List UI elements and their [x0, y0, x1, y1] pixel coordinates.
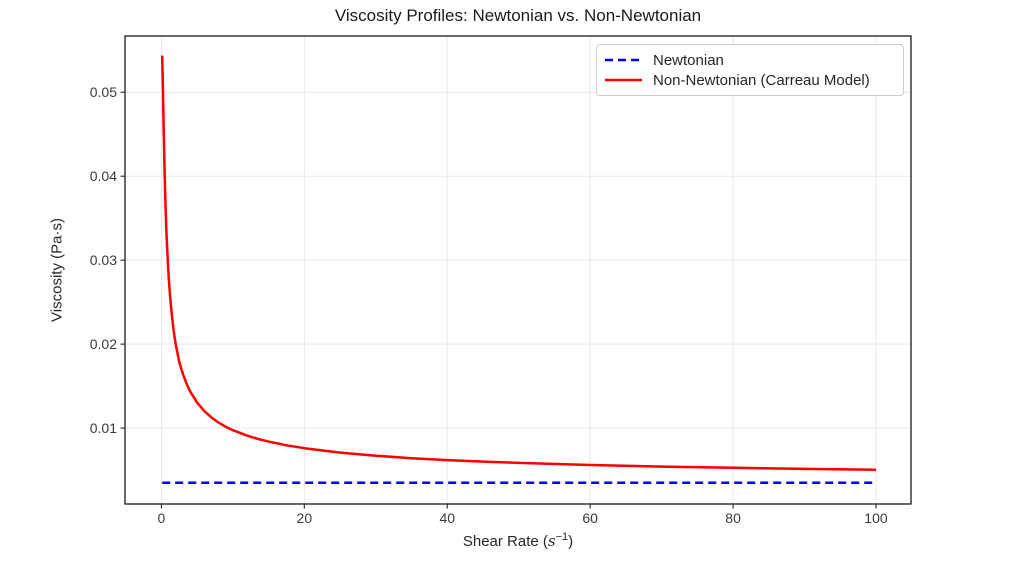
x-axis-label-suffix: ) [568, 533, 574, 550]
x-axis-label-exponent: −1 [555, 531, 569, 543]
legend-label-non-newtonian: Non-Newtonian (Carreau Model) [653, 71, 870, 89]
legend-item-newtonian: Newtonian [605, 50, 893, 70]
x-axis-label: Shear Rate (s−1) [125, 531, 911, 550]
legend: Newtonian Non-Newtonian (Carreau Model) [596, 44, 904, 96]
chart-title: Viscosity Profiles: Newtonian vs. Non-Ne… [334, 6, 702, 25]
series-line-1 [160, 55, 877, 471]
legend-item-non-newtonian: Non-Newtonian (Carreau Model) [605, 70, 893, 90]
newtonian-dashed-line-icon [605, 58, 642, 62]
axes-box [124, 35, 912, 505]
non-newtonian-solid-line-icon [605, 78, 642, 82]
legend-label-newtonian: Newtonian [653, 51, 724, 69]
x-axis-label-prefix: Shear Rate ( [462, 533, 548, 550]
x-axis-label-variable: s [547, 532, 556, 550]
